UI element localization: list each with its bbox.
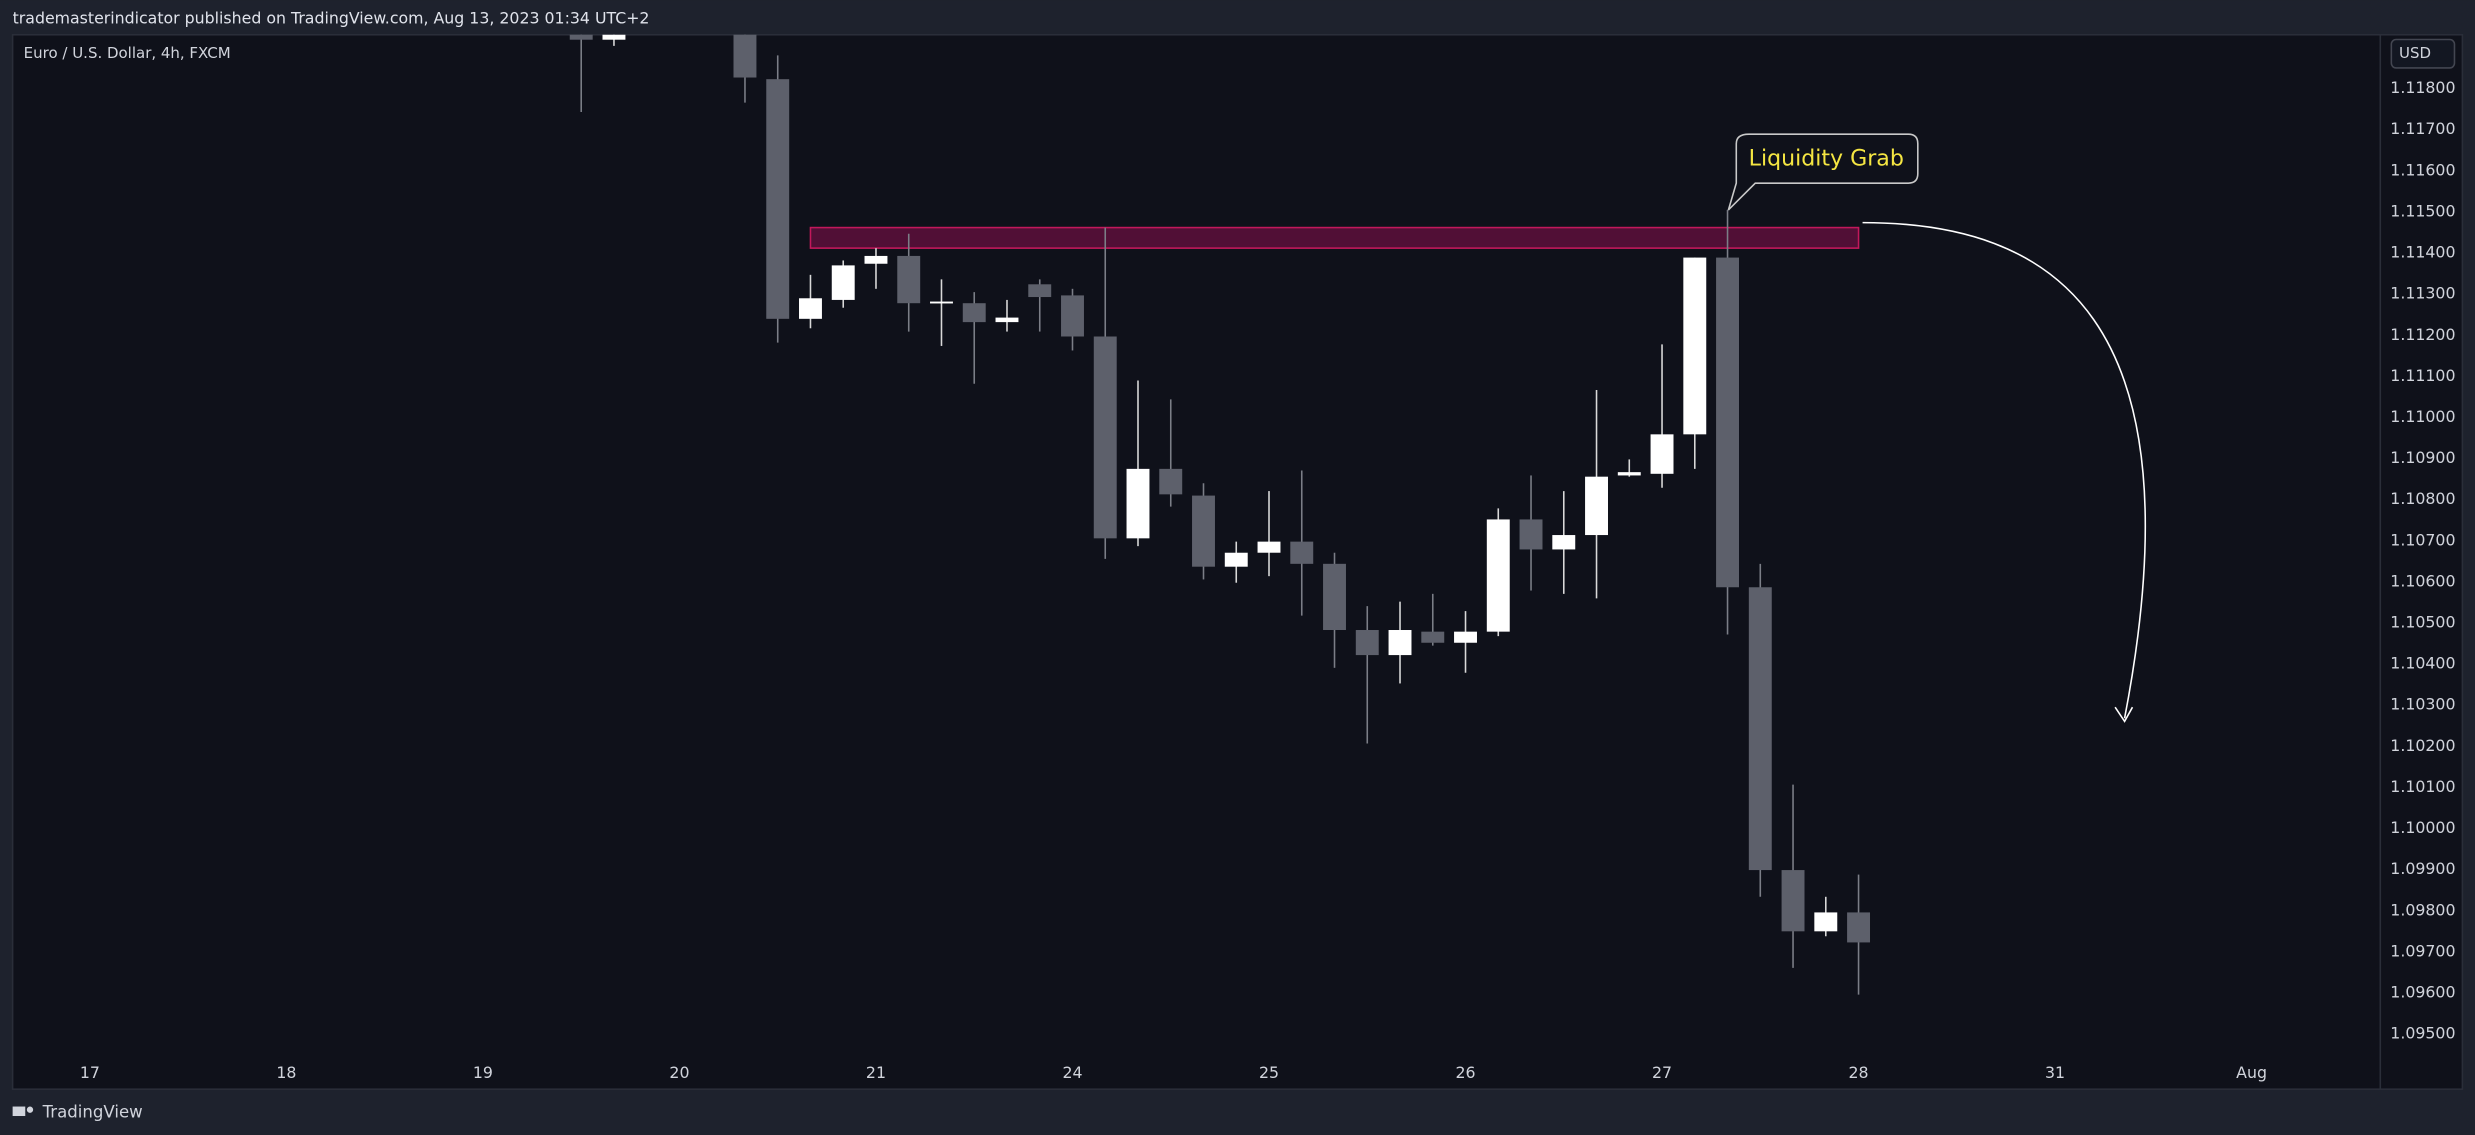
candle-body xyxy=(962,303,986,323)
candle-body xyxy=(1847,912,1871,943)
candle-body xyxy=(1716,257,1740,588)
y-tick-label: 1.10100 xyxy=(2390,777,2455,796)
candle-body xyxy=(1454,631,1477,643)
y-tick-label: 1.09500 xyxy=(2390,1024,2455,1043)
candle-body xyxy=(864,255,888,264)
x-tick-label: 19 xyxy=(473,1063,493,1082)
candle-body xyxy=(602,34,626,40)
candle-body xyxy=(1355,630,1379,656)
y-tick-label: 1.09900 xyxy=(2390,859,2455,878)
candle-body xyxy=(1061,295,1084,337)
x-tick-label: 20 xyxy=(669,1063,689,1082)
x-tick-label: 31 xyxy=(2045,1063,2065,1082)
y-tick-label: 1.11300 xyxy=(2390,284,2455,303)
candle-body xyxy=(766,79,790,319)
chart-title: Euro / U.S. Dollar, 4h, FXCM xyxy=(24,44,231,62)
header: trademasterindicator published on Tradin… xyxy=(13,8,650,27)
candle-body xyxy=(1126,468,1150,539)
y-tick-label: 1.09800 xyxy=(2390,900,2455,919)
candle-body xyxy=(799,298,822,319)
x-tick-label: 21 xyxy=(866,1063,886,1082)
y-tick-label: 1.11600 xyxy=(2390,160,2455,179)
y-tick-label: 1.10600 xyxy=(2390,571,2455,590)
y-tick-label: 1.10200 xyxy=(2390,736,2455,755)
candle-body xyxy=(1290,541,1314,564)
candle-body xyxy=(1683,257,1707,435)
candle-body xyxy=(1585,476,1608,536)
candle-body xyxy=(995,317,1019,323)
footer-brand: TradingView xyxy=(42,1102,143,1121)
y-tick-label: 1.10400 xyxy=(2390,654,2455,673)
x-tick-label: 26 xyxy=(1455,1063,1475,1082)
x-tick-label: 24 xyxy=(1062,1063,1082,1082)
x-tick-label: 25 xyxy=(1259,1063,1279,1082)
arrow-head xyxy=(2114,706,2134,723)
currency-label[interactable]: USD xyxy=(2399,44,2431,62)
x-tick-label: 18 xyxy=(276,1063,296,1082)
y-tick-label: 1.10700 xyxy=(2390,530,2455,549)
candle-body xyxy=(1257,541,1281,553)
y-tick-label: 1.10800 xyxy=(2390,489,2455,508)
candle-body xyxy=(1421,631,1445,643)
currency-button[interactable] xyxy=(2390,38,2456,69)
candle-body xyxy=(1552,535,1576,550)
y-tick-label: 1.10000 xyxy=(2390,818,2455,837)
zone xyxy=(809,226,1860,249)
y-tick-label: 1.10900 xyxy=(2390,448,2455,467)
candle-body xyxy=(1192,495,1215,567)
candle-body xyxy=(1748,587,1772,871)
y-tick-label: 1.11700 xyxy=(2390,119,2455,138)
y-tick-label: 1.09600 xyxy=(2390,982,2455,1001)
y-tick-label: 1.09700 xyxy=(2390,941,2455,960)
candle-body xyxy=(569,34,593,40)
arrow xyxy=(1862,221,2147,719)
candle-body xyxy=(1814,912,1838,932)
candle-body xyxy=(733,34,757,78)
annotation: Liquidity Grab xyxy=(1749,145,1904,171)
candle-body xyxy=(831,265,855,300)
candle-body xyxy=(1617,472,1641,476)
y-tick-label: 1.11200 xyxy=(2390,325,2455,344)
candle-body xyxy=(1093,336,1117,539)
callout xyxy=(1727,133,1919,211)
logo xyxy=(12,1106,34,1117)
y-tick-label: 1.11100 xyxy=(2390,366,2455,385)
x-tick-label: 27 xyxy=(1652,1063,1672,1082)
candle-body xyxy=(1650,434,1674,474)
candle-body xyxy=(1159,468,1183,495)
y-tick-label: 1.10500 xyxy=(2390,613,2455,632)
candle-body xyxy=(1323,563,1346,631)
candle-body xyxy=(1519,519,1543,550)
candle-body xyxy=(1486,519,1510,632)
candle-body xyxy=(1781,870,1805,932)
x-tick-label: Aug xyxy=(2236,1063,2267,1082)
candle-body xyxy=(1028,284,1052,298)
x-tick-label: 17 xyxy=(80,1063,100,1082)
x-tick-label: 28 xyxy=(1849,1063,1869,1082)
y-tick-label: 1.10300 xyxy=(2390,695,2455,714)
y-tick-label: 1.11400 xyxy=(2390,243,2455,262)
candle-body xyxy=(1388,630,1412,656)
candles xyxy=(569,34,1871,995)
y-tick-label: 1.11500 xyxy=(2390,201,2455,220)
candle-body xyxy=(897,255,921,304)
y-tick-label: 1.11800 xyxy=(2390,78,2455,97)
candle-body xyxy=(930,301,953,304)
y-tick-label: 1.11000 xyxy=(2390,407,2455,426)
candle-body xyxy=(1224,552,1248,567)
